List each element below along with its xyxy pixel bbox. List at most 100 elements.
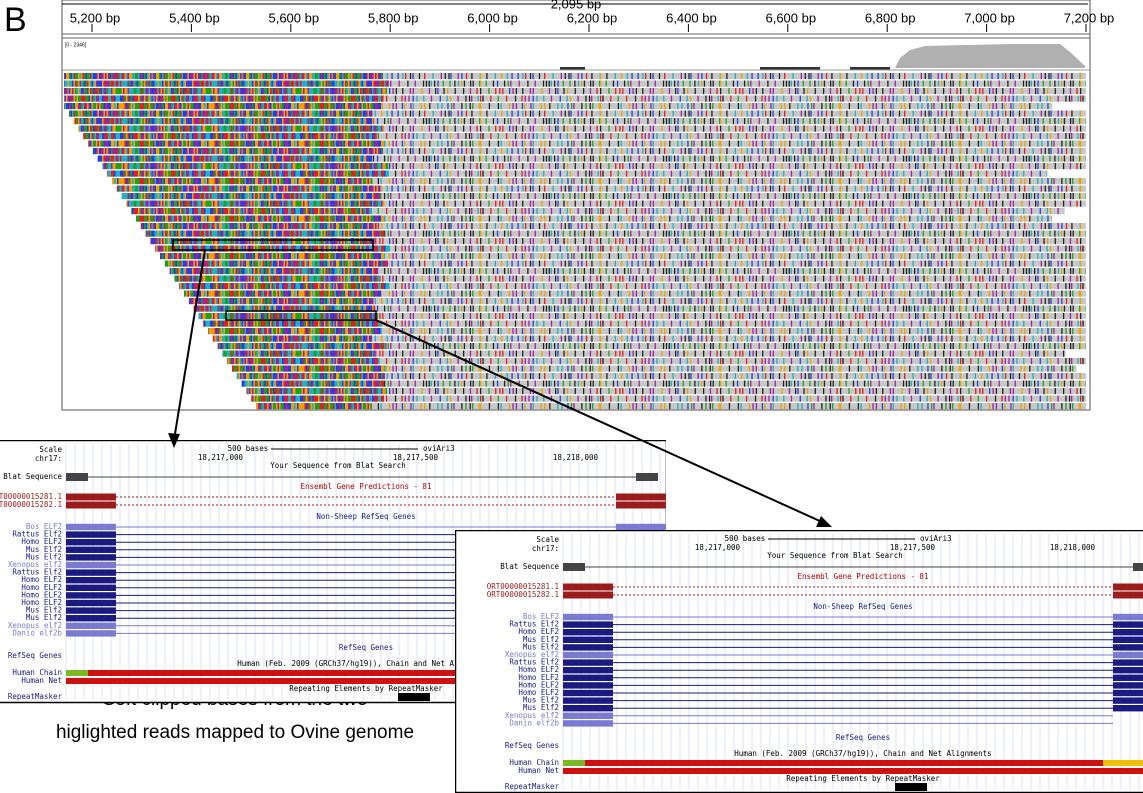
exon (66, 502, 116, 509)
exon (563, 697, 613, 703)
read-aligned (381, 186, 1086, 192)
track-label: RepeatMasker (505, 782, 560, 791)
read-clipped (174, 276, 379, 282)
track-title: Repeating Elements by RepeatMasker (786, 774, 940, 783)
read-clipped (136, 216, 385, 222)
read-aligned (385, 201, 1086, 207)
coverage-range: [0 - 2346] (65, 42, 87, 48)
track-title: Ensembl Gene Predictions - 81 (798, 572, 929, 581)
exon (1113, 652, 1143, 658)
read-clipped (189, 298, 374, 304)
exon (1113, 697, 1143, 703)
read-clipped (227, 358, 380, 364)
exon (66, 585, 116, 591)
read-aligned (385, 253, 1086, 259)
exon (1113, 667, 1143, 673)
ruler-label: 6,000 bp (467, 10, 518, 25)
scale-bar-label: 500 bases (228, 444, 269, 453)
exon (1113, 705, 1143, 711)
read-clipped (208, 328, 381, 334)
exon (66, 600, 116, 606)
read-clipped (93, 148, 383, 154)
read-clipped (251, 396, 384, 402)
read-aligned (379, 223, 1086, 229)
read-aligned (372, 403, 1086, 409)
exon (563, 690, 613, 696)
read-clipped (160, 253, 385, 259)
exon (66, 547, 116, 553)
read-aligned (382, 291, 1086, 297)
exon (1113, 614, 1143, 620)
coverage (895, 44, 1085, 68)
ruler-label: 6,400 bp (666, 10, 717, 25)
exon (563, 621, 613, 627)
track-title: RefSeq Genes (339, 643, 393, 652)
read-aligned (375, 238, 1086, 244)
read-clipped (78, 126, 384, 132)
ruler-label: 5,400 bp (169, 10, 220, 25)
undefined: Blat Sequence (3, 472, 62, 481)
track-title: Non-Sheep RefSeq Genes (316, 512, 415, 521)
read-aligned (372, 156, 1086, 162)
read-aligned (381, 328, 1086, 334)
read-aligned (372, 336, 1086, 342)
undefined: Scale (536, 535, 559, 544)
caption-line: higlighted reads mapped to Ovine genome (56, 722, 414, 743)
exon (1113, 690, 1143, 696)
read-clipped (256, 403, 372, 409)
read-clipped (69, 111, 373, 117)
exon (1113, 682, 1143, 688)
repeat (398, 693, 430, 701)
read-aligned (390, 283, 1086, 289)
blat-block (66, 473, 88, 481)
exon (66, 562, 116, 568)
ruler-label: 5,200 bp (70, 10, 121, 25)
read-aligned (383, 73, 1086, 79)
read-clipped (203, 321, 382, 327)
ruler-label: 6,200 bp (567, 10, 618, 25)
read-clipped (222, 351, 375, 357)
read-clipped (165, 261, 388, 267)
ruler-label: 7,000 bp (964, 10, 1015, 25)
exon (563, 637, 613, 643)
exon (1113, 637, 1143, 643)
exon (66, 615, 116, 621)
assembly: oviAri3 (423, 444, 455, 453)
read-clipped (112, 178, 373, 184)
track-label: Human Net (21, 676, 62, 685)
exon (66, 524, 116, 530)
read-aligned (385, 216, 1051, 222)
undefined: Blat Sequence (500, 562, 559, 571)
chain (66, 670, 88, 676)
read-clipped (131, 208, 372, 214)
gene-label: ORT00000015282.1 (487, 590, 559, 599)
read-clipped (232, 366, 387, 372)
exon (1113, 592, 1143, 599)
undefined: chr17: (35, 454, 62, 463)
figure-label: B (4, 1, 27, 39)
read-clipped (107, 171, 389, 177)
exon (66, 539, 116, 545)
position: 18,218,000 (553, 453, 599, 462)
exon (66, 577, 116, 583)
read-aligned (387, 388, 1086, 394)
read-aligned (384, 96, 1086, 102)
exon (616, 502, 666, 509)
read-aligned (389, 171, 1047, 177)
read-clipped (246, 388, 387, 394)
read-aligned (390, 246, 1086, 252)
exon (563, 675, 613, 681)
exon (66, 623, 116, 629)
position: 18,218,000 (1050, 543, 1096, 552)
read-clipped (64, 73, 383, 79)
position: 18,217,000 (695, 543, 741, 552)
exon (1113, 675, 1143, 681)
read-clipped (155, 246, 390, 252)
read-aligned (387, 88, 1086, 94)
blat-block (1133, 563, 1143, 571)
read-clipped (74, 118, 374, 124)
gene-label: Danio elf2b (509, 718, 559, 727)
exon (1113, 644, 1143, 650)
read-clipped (64, 96, 384, 102)
read-aligned (374, 298, 1086, 304)
